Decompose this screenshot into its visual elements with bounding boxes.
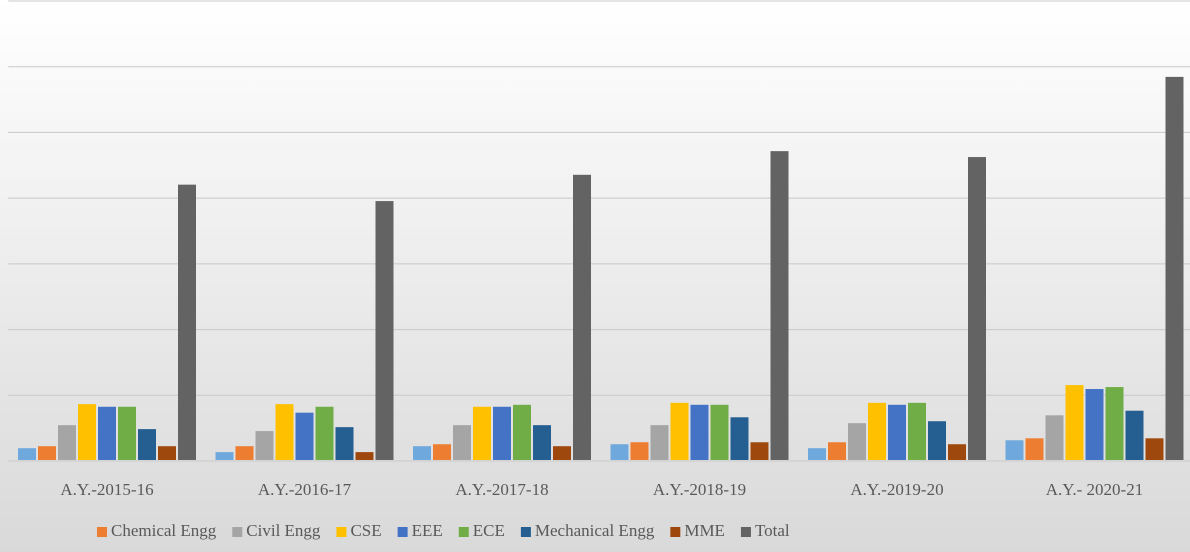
x-tick-label: A.Y.-2018-19 [653,480,746,499]
bar [138,429,156,460]
x-tick-label: A.Y.-2015-16 [60,480,153,499]
bar [1065,385,1084,460]
legend-swatch [670,527,681,537]
bar [650,425,669,460]
bar [1085,389,1104,460]
bar [118,406,136,460]
x-tick-label: A.Y.- 2020-21 [1046,480,1143,499]
bar [178,184,196,460]
x-tick-label: A.Y.-2019-20 [850,480,943,499]
bar [433,444,451,460]
bar [158,446,176,460]
legend-label: CSE [350,521,381,540]
bar [888,404,906,460]
bar [828,442,846,460]
bar [1165,76,1184,460]
bar [553,446,571,460]
legend-label: Total [755,521,790,540]
x-tick-label: A.Y.-2017-18 [455,480,548,499]
legend-swatch [740,527,751,537]
legend-swatch [520,527,531,537]
bar [295,412,314,460]
legend-swatch [336,527,347,537]
bar [610,444,629,460]
legend-swatch [458,527,469,537]
legend-label: Mechanical Engg [535,521,655,540]
bar [908,402,926,460]
bar [1025,438,1044,460]
bar [453,425,471,460]
bar [533,425,551,460]
legend-label: Chemical Engg [111,521,217,540]
bar [78,404,96,460]
bar [413,446,431,460]
bar [928,421,946,460]
bar [513,404,531,460]
bar [848,423,866,460]
bar [770,151,789,460]
bar [38,446,56,460]
bar [18,448,36,460]
bar [750,442,769,460]
legend-swatch [232,527,243,537]
bar [948,444,966,460]
legend-swatch [397,527,408,537]
bar [335,427,354,460]
bar [968,157,986,461]
bar [630,442,649,460]
bar [808,448,826,460]
bar [375,201,394,461]
bar [58,425,76,460]
bar [355,452,374,460]
legend-label: Civil Engg [246,521,321,540]
bar [1045,415,1064,460]
bar [215,452,234,460]
legend-swatch [97,527,107,537]
bar [868,402,886,460]
bar [1125,410,1144,460]
bar [573,174,591,461]
bar [493,406,511,460]
bar [710,404,729,460]
bar [1105,387,1124,460]
bar [98,406,116,460]
legend-label: MME [684,521,725,540]
bar [1145,438,1164,460]
legend-label: ECE [473,521,505,540]
bar [473,406,491,460]
bar [275,404,294,460]
bar [315,406,334,460]
bar [255,431,274,460]
bar [1005,440,1024,460]
legend-label: EEE [412,521,443,540]
bar [670,402,689,460]
bar [730,417,749,460]
bar [690,404,709,460]
x-tick-label: A.Y.-2016-17 [258,480,352,499]
bar [235,446,254,460]
